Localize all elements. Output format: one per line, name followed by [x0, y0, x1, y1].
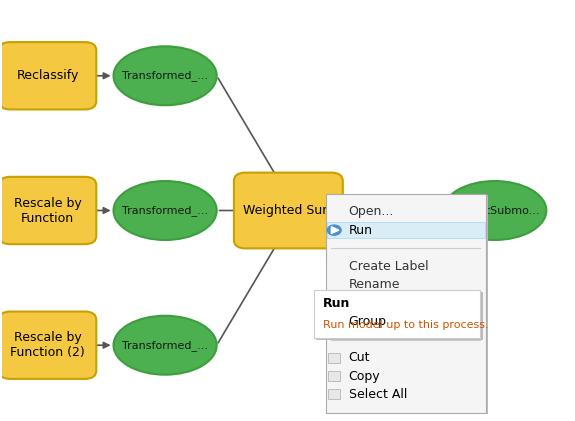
- FancyBboxPatch shape: [0, 312, 97, 379]
- FancyBboxPatch shape: [316, 292, 482, 340]
- Text: HabitatSubmo...: HabitatSubmo...: [450, 205, 540, 216]
- FancyBboxPatch shape: [0, 177, 97, 244]
- Text: Cut: Cut: [348, 352, 370, 364]
- Text: Weighted Sum: Weighted Sum: [243, 204, 334, 217]
- FancyBboxPatch shape: [314, 290, 480, 338]
- Text: Run model up to this process.: Run model up to this process.: [323, 320, 488, 330]
- FancyBboxPatch shape: [328, 195, 488, 414]
- FancyBboxPatch shape: [328, 371, 340, 381]
- Text: Create Label: Create Label: [348, 260, 428, 273]
- Circle shape: [327, 225, 341, 235]
- FancyBboxPatch shape: [325, 194, 486, 413]
- FancyBboxPatch shape: [328, 353, 340, 363]
- Text: Rescale by
Function: Rescale by Function: [14, 197, 82, 224]
- Text: Rescale by
Function (2): Rescale by Function (2): [10, 331, 85, 359]
- Text: Reclassify: Reclassify: [17, 69, 79, 82]
- FancyBboxPatch shape: [328, 316, 340, 326]
- FancyBboxPatch shape: [328, 389, 340, 400]
- Ellipse shape: [113, 316, 217, 375]
- Text: Transformed_...: Transformed_...: [122, 70, 208, 81]
- Text: Run: Run: [348, 224, 373, 237]
- Text: Select All: Select All: [348, 388, 407, 401]
- Text: Transformed_...: Transformed_...: [122, 205, 208, 216]
- Ellipse shape: [113, 46, 217, 105]
- Text: Transformed_...: Transformed_...: [122, 340, 208, 351]
- Polygon shape: [331, 227, 339, 234]
- FancyBboxPatch shape: [234, 173, 343, 248]
- Text: Run: Run: [323, 297, 350, 310]
- Text: Group: Group: [348, 315, 386, 328]
- Text: Open...: Open...: [348, 205, 394, 218]
- Ellipse shape: [113, 181, 217, 240]
- FancyBboxPatch shape: [0, 42, 97, 109]
- Ellipse shape: [443, 181, 546, 240]
- Text: Rename: Rename: [348, 278, 400, 291]
- Text: Copy: Copy: [348, 370, 380, 383]
- FancyBboxPatch shape: [327, 221, 485, 238]
